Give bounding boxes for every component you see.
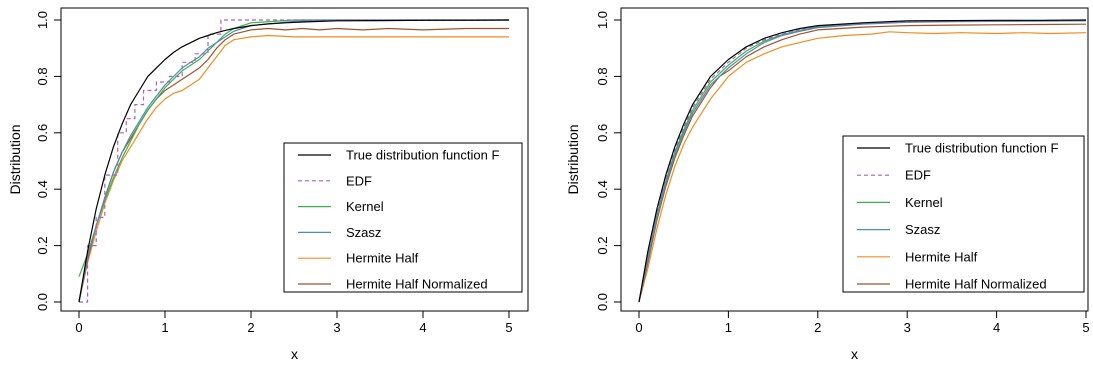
y-tick-label: 1.0 bbox=[595, 11, 610, 29]
legend-box bbox=[283, 142, 523, 293]
x-tick-label: 4 bbox=[419, 320, 426, 335]
x-tick-label: 2 bbox=[247, 320, 254, 335]
y-tick-label: 0.4 bbox=[595, 180, 610, 198]
x-tick-label: 1 bbox=[161, 320, 168, 335]
x-tick-label: 5 bbox=[505, 320, 512, 335]
x-tick-label: 4 bbox=[993, 320, 1000, 335]
y-tick-label: 0.4 bbox=[35, 180, 50, 198]
x-tick-label: 3 bbox=[333, 320, 340, 335]
y-tick-label: 0.6 bbox=[595, 124, 610, 142]
y-tick-label: 0.8 bbox=[595, 67, 610, 85]
legend-label: Hermite Half Normalized bbox=[346, 277, 488, 292]
series-line-0 bbox=[78, 19, 510, 303]
y-axis-label: Distribution bbox=[7, 124, 23, 194]
y-tick-label: 0.8 bbox=[35, 67, 50, 85]
series-line-1 bbox=[79, 19, 509, 303]
x-tick-label: 2 bbox=[814, 320, 821, 335]
series-line-4 bbox=[78, 34, 509, 303]
legend-label: Hermite Half Normalized bbox=[905, 277, 1047, 292]
legend-label: Szasz bbox=[346, 225, 381, 240]
legend-label: Hermite Half bbox=[346, 251, 419, 266]
legend-label: EDF bbox=[346, 173, 372, 188]
series-line-5 bbox=[638, 23, 1087, 303]
legend-label: Kernel bbox=[346, 199, 384, 214]
legend-label: True distribution function F bbox=[346, 148, 499, 163]
y-axis-label: Distribution bbox=[565, 124, 581, 194]
series-line-4 bbox=[638, 31, 1087, 303]
x-tick-label: 5 bbox=[1082, 320, 1089, 335]
legend-label: Szasz bbox=[905, 222, 940, 237]
y-tick-label: 0.6 bbox=[35, 124, 50, 142]
x-axis-label: x bbox=[851, 346, 858, 362]
legend-box bbox=[842, 135, 1085, 293]
chart-panel-right: 0 1 2 3 4 5 x 0.0 0.2 0.4 0.6 0.8 1.0 Distribution Tru… bbox=[558, 0, 1093, 367]
y-tick-label: 1.0 bbox=[35, 11, 50, 29]
y-tick-label: 0.0 bbox=[595, 293, 610, 311]
x-tick-label: 1 bbox=[725, 320, 732, 335]
y-tick-label: 0.2 bbox=[35, 237, 50, 255]
legend-label: Kernel bbox=[905, 195, 943, 210]
series-line-1 bbox=[638, 19, 1087, 303]
chart-right: 0 1 2 3 4 5 x 0.0 0.2 0.4 0.6 0.8 1.0 Distribution Tru… bbox=[565, 7, 1090, 362]
x-tick-label: 0 bbox=[75, 320, 82, 335]
legend-label: EDF bbox=[905, 168, 931, 183]
series-line-0 bbox=[638, 19, 1087, 303]
legend-label: True distribution function F bbox=[905, 141, 1058, 156]
legend-label: Hermite Half bbox=[905, 249, 978, 264]
series-line-2 bbox=[78, 19, 509, 277]
x-tick-label: 0 bbox=[635, 320, 642, 335]
x-tick-label: 3 bbox=[904, 320, 911, 335]
y-tick-label: 0.0 bbox=[35, 293, 50, 311]
chart-left: 0 1 2 3 4 5 x 0.0 0.2 0.4 0.6 0.8 1.0 Distribution Tru… bbox=[7, 7, 529, 362]
y-tick-label: 0.2 bbox=[595, 237, 610, 255]
chart-panel-left: 0 1 2 3 4 5 x 0.0 0.2 0.4 0.6 0.8 1.0 Distribution Tru… bbox=[0, 0, 546, 367]
x-axis-label: x bbox=[291, 346, 298, 362]
